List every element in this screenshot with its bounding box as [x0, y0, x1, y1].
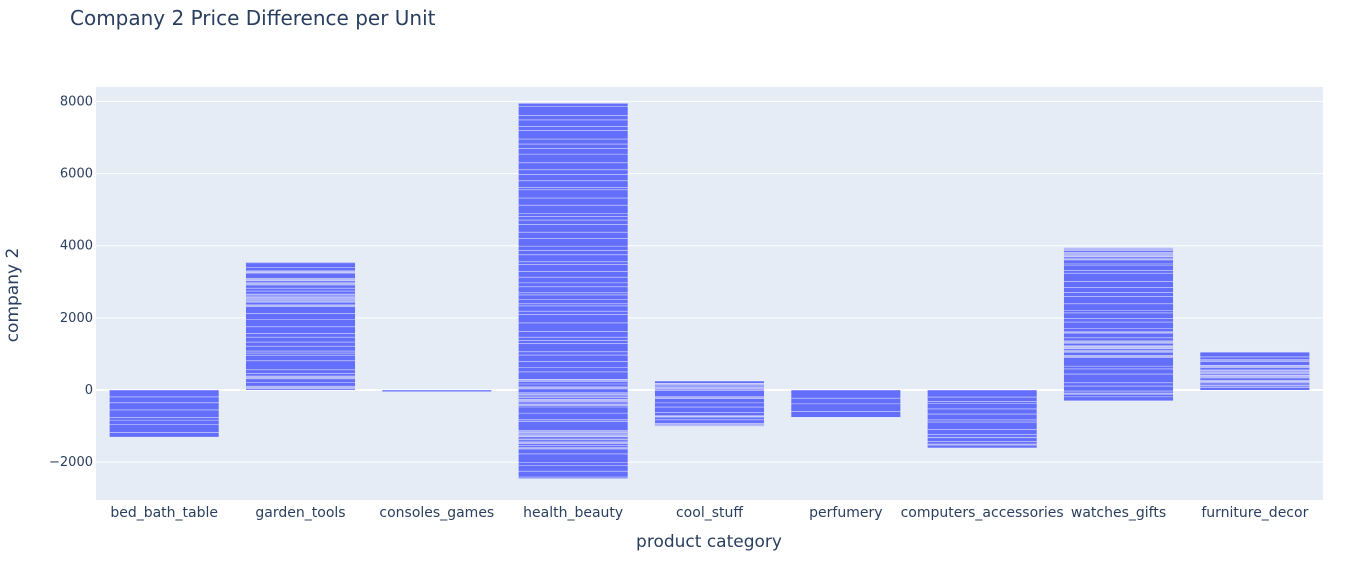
- x-tick-label: computers_accessories: [901, 505, 1064, 521]
- bar-body: [109, 389, 219, 437]
- bar-light-segment: [518, 431, 628, 434]
- bar-light-segment: [518, 434, 628, 437]
- bar-light-segment: [654, 386, 765, 390]
- bar-light-segment: [1063, 354, 1174, 357]
- bar-light-segment: [245, 270, 356, 274]
- bar-body: [1200, 352, 1310, 390]
- bar-body: [791, 389, 901, 418]
- bar-body: [245, 261, 356, 390]
- bar-light-segment: [1200, 371, 1310, 375]
- bar-light-segment: [654, 424, 765, 427]
- bar-light-segment: [245, 385, 356, 390]
- bar-light-segment: [245, 375, 356, 380]
- bar-light-segment: [518, 447, 628, 450]
- x-tick-label: watches_gifts: [1071, 505, 1166, 521]
- bar-light-segment: [1063, 350, 1174, 353]
- y-tick-label: 4000: [60, 239, 93, 254]
- x-axis-label: product category: [636, 532, 782, 552]
- y-tick-label: 8000: [60, 94, 93, 109]
- x-tick-label: perfumery: [809, 505, 882, 521]
- bar-cool_stuff: [654, 380, 765, 427]
- bar-light-segment: [654, 397, 765, 399]
- bar-light-segment: [1063, 247, 1174, 250]
- bar-light-segment: [1063, 340, 1174, 344]
- bar-light-segment: [654, 415, 765, 418]
- bar-light-segment: [245, 296, 356, 299]
- bar-light-segment: [1200, 375, 1310, 379]
- bar-watches_gifts: [1063, 247, 1174, 401]
- bar-light-segment: [518, 441, 628, 444]
- bar-light-segment: [518, 393, 628, 396]
- bar-light-segment: [654, 383, 765, 386]
- bar-light-segment: [518, 403, 628, 406]
- bar-light-segment: [518, 419, 628, 421]
- bar-light-segment: [518, 438, 628, 441]
- bar-garden_tools: [245, 261, 356, 390]
- bar-consoles_games: [382, 389, 492, 392]
- bar-light-segment: [518, 386, 628, 390]
- bar-light-segment: [1200, 360, 1310, 362]
- bar-light-segment: [1063, 254, 1174, 258]
- bar-light-segment: [1200, 365, 1310, 369]
- bar-light-segment: [245, 261, 356, 264]
- bar-light-segment: [1200, 384, 1310, 387]
- bar-light-segment: [245, 282, 356, 286]
- bar-light-segment: [1063, 392, 1174, 395]
- bar-health_beauty: [518, 102, 628, 479]
- x-tick-label: furniture_decor: [1201, 505, 1308, 521]
- bar-light-segment: [245, 304, 356, 307]
- bar-body: [927, 389, 1037, 448]
- chart-title: Company 2 Price Difference per Unit: [70, 6, 436, 30]
- y-tick-label: −2000: [49, 455, 93, 470]
- bar-light-segment: [1063, 258, 1174, 260]
- bar-light-segment: [1200, 359, 1310, 361]
- bar-furniture_decor: [1200, 351, 1310, 390]
- x-tick-label: cool_stuff: [676, 505, 743, 521]
- bar-light-segment: [245, 293, 356, 296]
- x-tick-label: consoles_games: [379, 505, 494, 521]
- y-tick-label: 2000: [60, 311, 93, 326]
- bar-light-segment: [1063, 331, 1174, 334]
- bar-light-segment: [927, 443, 1037, 446]
- x-tick-label: health_beauty: [523, 505, 623, 521]
- x-tick-label: garden_tools: [255, 505, 345, 521]
- bar-body: [382, 389, 492, 392]
- bar-light-segment: [927, 436, 1037, 439]
- bar-bed_bath_table: [109, 389, 219, 437]
- bar-computers_accessories: [927, 389, 1037, 448]
- bar-light-segment: [1200, 369, 1310, 371]
- bar-light-segment: [518, 399, 628, 403]
- bar-light-segment: [245, 277, 356, 281]
- bar-light-segment: [518, 379, 628, 381]
- bar-light-segment: [1063, 249, 1174, 252]
- bar-light-segment: [1063, 345, 1174, 349]
- y-tick-label: 0: [85, 383, 93, 398]
- bar-perfumery: [791, 389, 901, 418]
- bar-light-segment: [1063, 251, 1174, 254]
- bar-light-segment: [1200, 379, 1310, 384]
- y-tick-label: 6000: [60, 167, 93, 182]
- bar-light-segment: [245, 300, 356, 303]
- bar-light-segment: [654, 422, 765, 425]
- bar-body: [518, 103, 628, 479]
- x-tick-label: bed_bath_table: [110, 505, 218, 521]
- bar-light-segment: [518, 396, 628, 399]
